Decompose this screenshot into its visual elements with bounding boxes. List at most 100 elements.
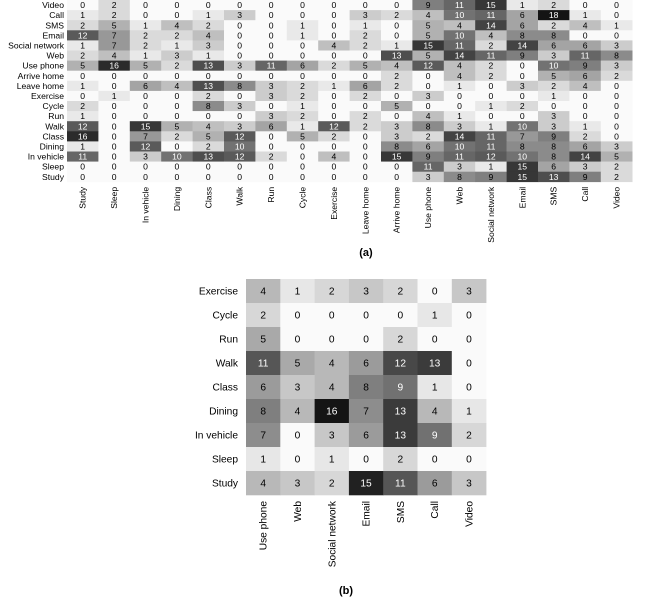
a-cell-value: 1 — [80, 81, 85, 91]
a-cell-value: 0 — [363, 142, 368, 152]
a-cell — [129, 0, 162, 11]
a-cell-value: 14 — [455, 51, 465, 61]
a-cell — [381, 40, 413, 51]
a-cell — [506, 40, 539, 51]
a-cell-value: 0 — [614, 101, 619, 111]
a-cell-value: 0 — [489, 111, 494, 121]
a-cell-value: 1 — [583, 10, 588, 20]
a-cell-value: 5 — [363, 61, 368, 71]
b-cell-value: 0 — [295, 311, 301, 322]
a-cell — [538, 10, 570, 21]
a-cell — [318, 151, 350, 162]
a-col-label-run: Run — [266, 187, 276, 203]
a-cell — [192, 121, 225, 132]
a-cell — [475, 50, 507, 61]
a-cell-value: 4 — [457, 20, 462, 30]
a-cell — [67, 40, 99, 51]
a-cell-value: 4 — [332, 152, 337, 162]
a-row-label-use-phone: Use phone — [22, 61, 64, 71]
a-cell-value: 2 — [363, 121, 368, 131]
a-cell-value: 6 — [551, 162, 556, 172]
a-cell — [192, 20, 225, 31]
a-cell-value: 0 — [175, 142, 180, 152]
a-cell — [443, 131, 476, 142]
a-cell-value: 2 — [489, 41, 494, 51]
a-cell-value: 5 — [551, 71, 556, 81]
a-cell-value: 0 — [175, 0, 180, 10]
b-cell — [348, 303, 384, 328]
a-cell — [129, 161, 162, 172]
a-cell-value: 0 — [80, 0, 85, 10]
a-cell-value: 0 — [269, 0, 274, 10]
a-cell-value: 5 — [143, 61, 148, 71]
a-cell-value: 14 — [455, 131, 465, 141]
a-cell — [506, 90, 539, 102]
a-cell-value: 2 — [489, 61, 494, 71]
a-cell-value: 2 — [614, 162, 619, 172]
a-cell — [286, 70, 319, 82]
a-col-label-sleep: Sleep — [109, 187, 119, 209]
a-cell-value: 0 — [112, 81, 117, 91]
a-cell-value: 0 — [363, 71, 368, 81]
a-cell — [381, 0, 413, 11]
a-cell-value: 0 — [80, 172, 85, 182]
b-cell-value: 2 — [466, 431, 472, 442]
a-cell-value: 0 — [614, 81, 619, 91]
a-cell-value: 0 — [112, 131, 117, 141]
a-cell-value: 8 — [394, 142, 399, 152]
a-cell-value: 8 — [614, 51, 619, 61]
a-cell — [600, 90, 633, 102]
a-cell — [538, 40, 570, 51]
a-cell-value: 8 — [520, 142, 525, 152]
b-cell — [417, 447, 453, 472]
a-cell — [98, 70, 131, 82]
a-cell-value: 1 — [175, 41, 180, 51]
a-cell — [129, 171, 162, 183]
b-cell-value: 0 — [329, 311, 335, 322]
a-cell — [129, 80, 162, 92]
a-cell — [224, 111, 256, 122]
a-cell-value: 0 — [206, 162, 211, 172]
a-cell-value: 0 — [112, 111, 117, 121]
a-cell — [255, 90, 288, 102]
a-cell-value: 0 — [332, 142, 337, 152]
a-cell — [255, 60, 288, 71]
a-cell-value: 13 — [204, 61, 214, 71]
a-cell — [412, 111, 445, 122]
a-cell — [443, 161, 476, 172]
a-cell-value: 1 — [583, 121, 588, 131]
a-cell-value: 3 — [237, 10, 242, 20]
a-cell — [98, 10, 131, 21]
a-cell — [538, 30, 570, 41]
a-cell-value: 4 — [426, 111, 431, 121]
a-cell-value: 4 — [583, 81, 588, 91]
a-cell — [98, 101, 131, 112]
a-cell-value: 18 — [549, 10, 559, 20]
a-cell — [381, 10, 413, 21]
a-cell — [443, 171, 476, 183]
a-cell-value: 1 — [300, 30, 305, 40]
a-cell-value: 1 — [112, 91, 117, 101]
a-cell-value: 0 — [80, 162, 85, 172]
a-cell — [318, 40, 350, 51]
a-row-label-social-network: Social network — [8, 40, 65, 50]
a-cell-value: 0 — [300, 162, 305, 172]
a-cell-value: 0 — [112, 142, 117, 152]
a-cell-value: 3 — [551, 121, 556, 131]
b-cell — [280, 423, 315, 448]
a-cell-value: 3 — [551, 111, 556, 121]
a-cell — [412, 50, 445, 61]
a-cell — [475, 121, 507, 132]
a-cell-value: 0 — [394, 0, 399, 10]
a-cell — [98, 141, 131, 152]
a-cell — [286, 10, 319, 21]
b-cell-value: 12 — [395, 359, 407, 370]
b-cell — [383, 279, 418, 304]
a-cell-value: 15 — [392, 152, 402, 162]
a-cell — [569, 161, 602, 172]
a-cell — [192, 111, 225, 122]
b-cell — [383, 447, 418, 472]
a-cell — [192, 161, 225, 172]
a-cell — [349, 20, 382, 31]
a-row-label-run: Run — [48, 111, 64, 121]
